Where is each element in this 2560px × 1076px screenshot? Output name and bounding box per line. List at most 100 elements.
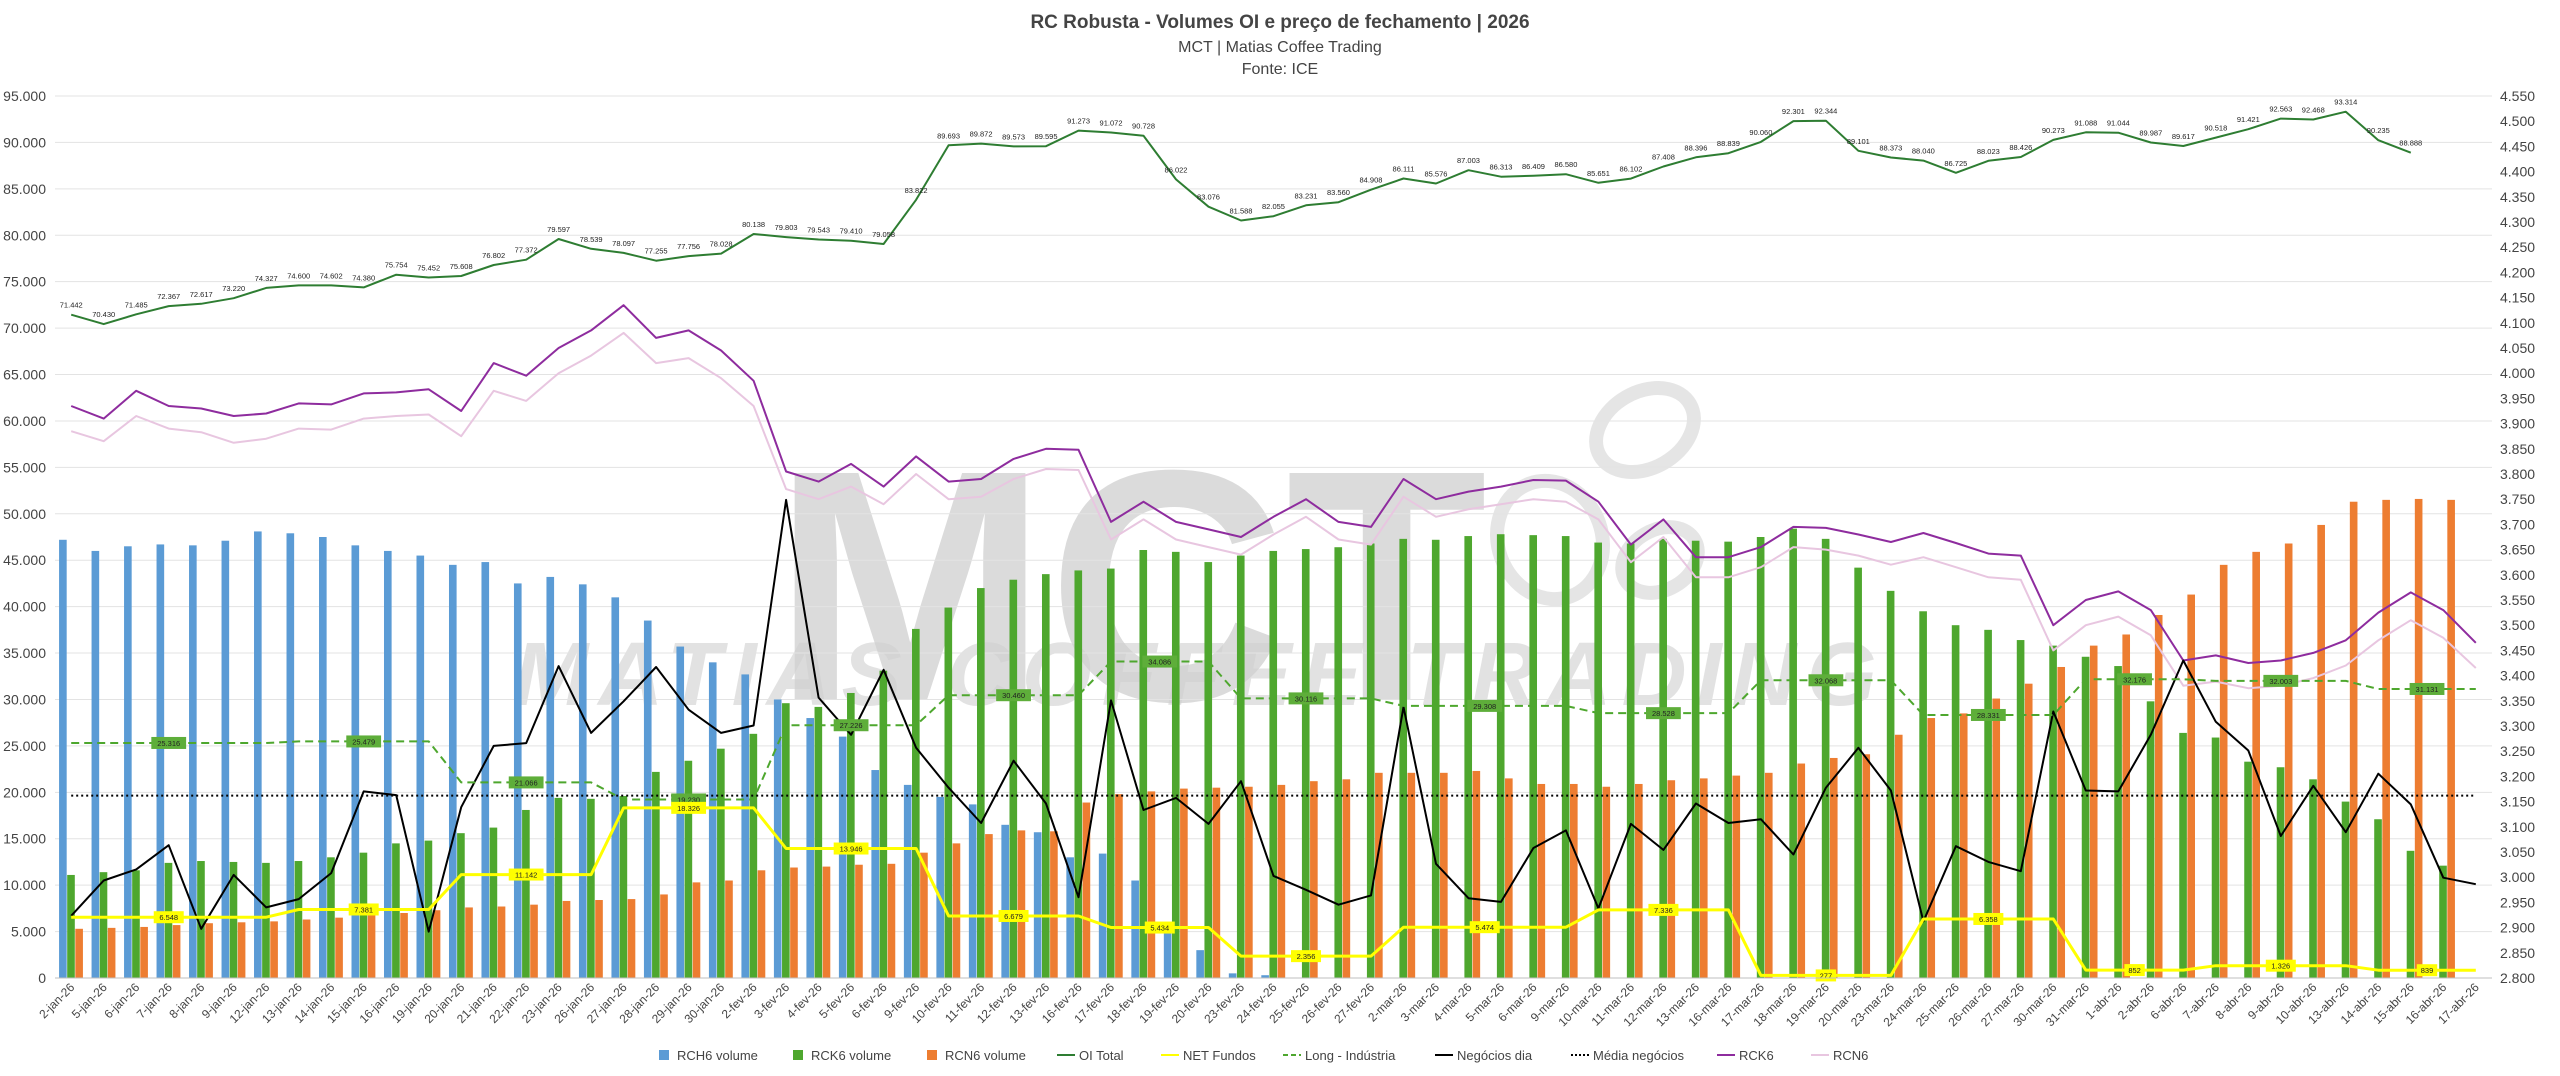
- step-data-label: 27.226: [833, 719, 869, 732]
- right-axis-tick: 3.200: [2500, 768, 2535, 784]
- bar: [2057, 666, 2066, 978]
- bar: [725, 880, 733, 978]
- bar: [838, 736, 847, 978]
- oi-data-label: 86.022: [1165, 165, 1188, 174]
- oi-data-label: 83.560: [1327, 188, 1350, 197]
- label-box: [153, 911, 184, 924]
- label-box: [1288, 692, 1324, 705]
- bar: [1431, 539, 1440, 978]
- label-text: 6.679: [1004, 912, 1023, 921]
- bar: [1440, 772, 1448, 978]
- oi-data-label: 71.442: [60, 301, 83, 310]
- label-box: [1973, 912, 2004, 925]
- right-axis-tick: 3.600: [2500, 567, 2535, 583]
- bar: [67, 874, 75, 978]
- bar: [2089, 645, 2098, 978]
- bar: [2439, 865, 2447, 978]
- oi-data-label: 74.380: [352, 273, 375, 282]
- bar: [1375, 772, 1383, 978]
- label-box: [833, 842, 869, 855]
- right-axis-tick: 4.200: [2500, 264, 2535, 280]
- step-data-label: 29.308: [1467, 699, 1503, 712]
- label-text: 34.086: [1148, 658, 1171, 667]
- bar: [1399, 538, 1408, 978]
- bar: [59, 539, 67, 978]
- oi-data-label: 72.367: [157, 292, 180, 301]
- bar: [1066, 857, 1074, 978]
- label-box: [508, 776, 544, 789]
- label-box: [2416, 964, 2438, 977]
- label-text: 28.528: [1652, 709, 1675, 718]
- right-axis-tick: 4.350: [2500, 189, 2535, 205]
- bar: [1106, 568, 1115, 978]
- bar: [2317, 524, 2325, 978]
- bar: [2187, 594, 2195, 978]
- left-axis-tick: 65.000: [3, 367, 46, 383]
- step-data-label: 25.479: [346, 735, 382, 748]
- bar: [1041, 574, 1050, 978]
- right-axis-tick: 4.450: [2500, 138, 2535, 154]
- legend-item: RCH6 volume: [659, 1048, 758, 1063]
- label-text: 25.316: [157, 739, 180, 748]
- bar: [1171, 551, 1180, 978]
- bar: [2016, 640, 2025, 978]
- bar: [1277, 784, 1286, 978]
- bar: [546, 576, 555, 978]
- label-box: [2265, 959, 2296, 972]
- bar: [1017, 830, 1026, 978]
- bar: [2114, 666, 2122, 978]
- line-series: [70, 110, 2477, 977]
- bar: [1634, 783, 1643, 978]
- bar: [1163, 931, 1172, 978]
- bar: [286, 533, 295, 978]
- step-data-label: 32.068: [1808, 674, 1844, 687]
- step-data-label: 18.326: [671, 801, 707, 814]
- bar: [1074, 570, 1083, 978]
- bar: [1854, 567, 1862, 978]
- oi-data-label: 91.421: [2237, 115, 2260, 124]
- bar: [2211, 737, 2220, 978]
- bar: [1570, 783, 1578, 978]
- bar: [1009, 579, 1018, 978]
- step-data-label: 7.381: [348, 903, 379, 916]
- legend-label: RCN6 volume: [945, 1048, 1026, 1063]
- bar: [587, 798, 595, 978]
- bar: [1301, 549, 1310, 978]
- bar: [530, 904, 538, 978]
- label-box: [998, 909, 1029, 922]
- oi-data-label: 90.273: [2042, 126, 2065, 135]
- bar: [652, 771, 660, 978]
- legend-item: Média negócios: [1571, 1048, 1685, 1063]
- oi-data-label: 73.220: [222, 284, 245, 293]
- legend-swatch: [927, 1050, 937, 1060]
- label-box: [671, 801, 707, 814]
- left-axis-tick: 85.000: [3, 181, 46, 197]
- right-axis-tick: 3.950: [2500, 390, 2535, 406]
- oi-data-label: 78.028: [710, 240, 733, 249]
- right-axis-tick: 2.850: [2500, 945, 2535, 961]
- bar: [952, 843, 961, 978]
- label-text: 21.066: [515, 778, 538, 787]
- step-data-label: 34.086: [1142, 655, 1178, 668]
- oi-data-label: 86.725: [1944, 159, 1967, 168]
- bar: [2406, 850, 2415, 978]
- bar: [237, 922, 246, 978]
- bar: [1537, 783, 1546, 978]
- oi-data-label: 79.597: [547, 225, 570, 234]
- oi-data-label: 92.301: [1782, 107, 1805, 116]
- bar: [1196, 950, 1204, 978]
- left-axis-tick: 40.000: [3, 599, 46, 615]
- label-text: 5.474: [1475, 923, 1494, 932]
- right-axis-tick: 3.750: [2500, 491, 2535, 507]
- bar: [229, 861, 238, 978]
- left-axis-tick: 20.000: [3, 784, 46, 800]
- label-box: [1970, 708, 2006, 721]
- bar: [619, 796, 628, 978]
- legend-item: RCK6: [1717, 1048, 1774, 1063]
- oi-data-label: 83.822: [905, 186, 928, 195]
- bar: [976, 588, 985, 978]
- legend-swatch: [793, 1050, 803, 1060]
- bar: [2349, 501, 2358, 978]
- bar: [481, 562, 490, 978]
